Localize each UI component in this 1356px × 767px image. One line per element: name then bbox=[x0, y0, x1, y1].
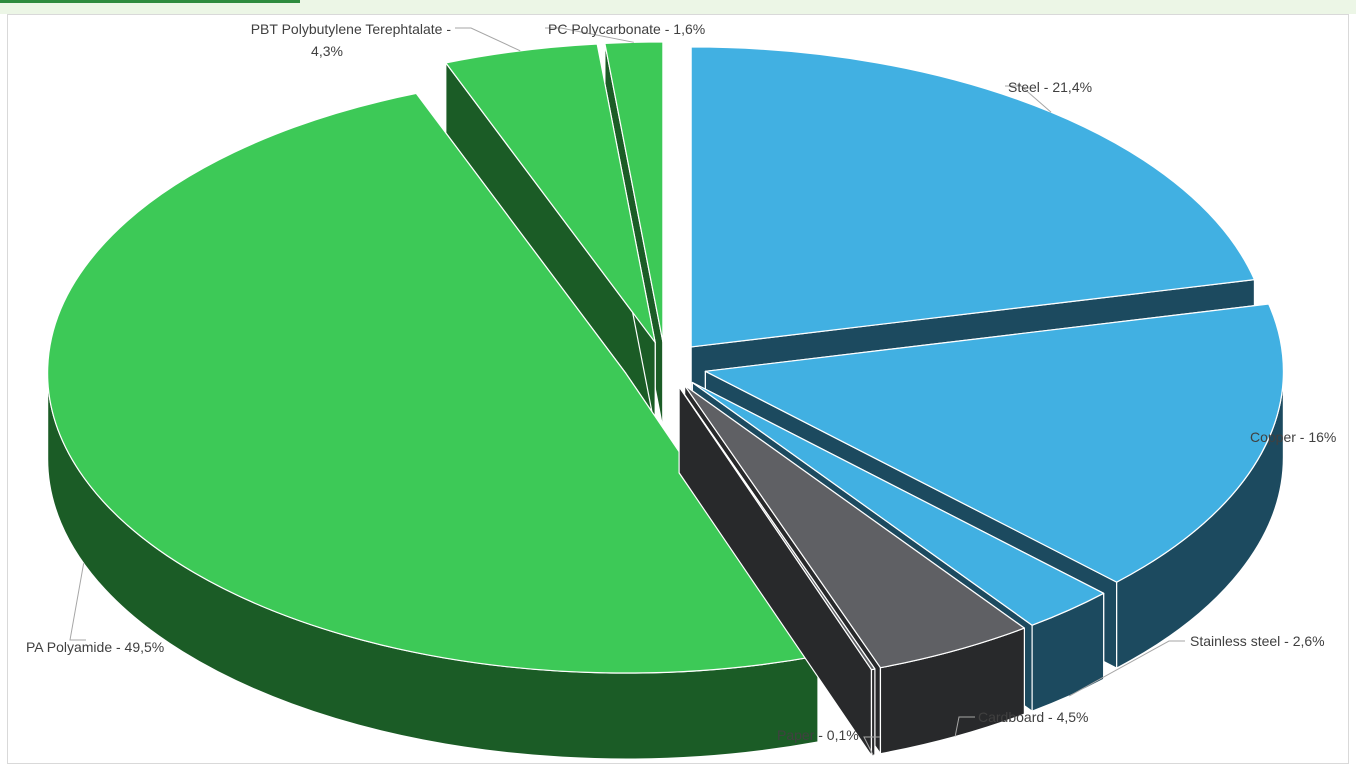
slice-paper-top bbox=[678, 386, 876, 671]
slice-pc-polycarbonate-top bbox=[604, 41, 664, 343]
leader-cardboard bbox=[954, 716, 975, 737]
label-stainless-steel: Stainless steel - 2,6% bbox=[1190, 633, 1325, 649]
leader-stainless-steel bbox=[1068, 640, 1185, 697]
leader-pa-polyamide bbox=[69, 563, 86, 641]
leader-pbt-polybutylene-terephtalate bbox=[455, 27, 521, 52]
label-pbt-line1: PBT Polybutylene Terephtalate - bbox=[251, 21, 452, 37]
label-pa-polyamide: PA Polyamide - 49,5% bbox=[26, 639, 164, 655]
slice-paper-rim bbox=[870, 668, 876, 757]
slice-stainless-steel-top bbox=[691, 381, 1105, 626]
label-cardboard: Cardboard - 4,5% bbox=[978, 709, 1089, 725]
slice-cardboard-top bbox=[684, 384, 1025, 669]
slices-layer bbox=[47, 41, 1285, 760]
slice-pa-polyamide-top bbox=[47, 92, 819, 674]
slice-pa-polyamide bbox=[47, 92, 819, 760]
label-steel: Steel - 21,4% bbox=[1008, 79, 1092, 95]
active-tab-indicator bbox=[0, 0, 300, 3]
slice-copper-top bbox=[704, 303, 1284, 583]
slice-pbt-polybutylene-terephtalate bbox=[445, 43, 656, 430]
data-labels: Steel - 21,4% Copper - 16% Stainless ste… bbox=[26, 21, 1336, 743]
label-pbt-line2: 4,3% bbox=[311, 43, 343, 59]
label-paper: Paper - 0,1% bbox=[777, 727, 859, 743]
leader-steel bbox=[1005, 85, 1052, 113]
label-pc-polycarbonate: PC Polycarbonate - 1,6% bbox=[548, 21, 705, 37]
leader-paper bbox=[863, 736, 880, 756]
slice-paper bbox=[678, 386, 876, 757]
leader-lines bbox=[69, 27, 1185, 756]
leader-pc-polycarbonate bbox=[545, 27, 634, 43]
top-ribbon bbox=[0, 0, 1356, 14]
label-copper: Copper - 16% bbox=[1250, 429, 1336, 445]
